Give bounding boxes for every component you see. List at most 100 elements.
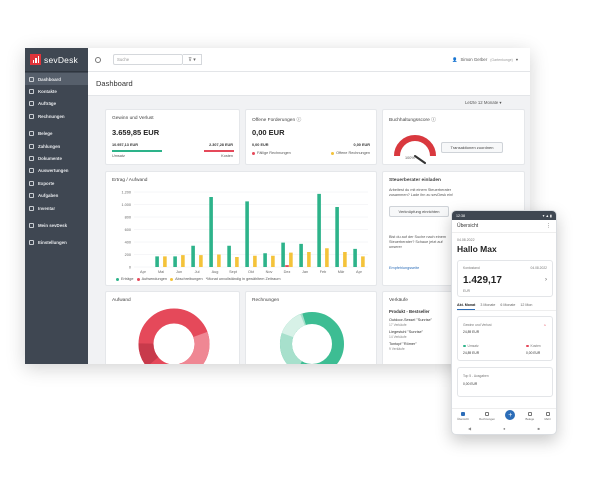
depreciation-bar[interactable] <box>217 254 221 268</box>
chart-legend: Erträge Aufwendungen Abschreibungen *Mon… <box>116 277 280 281</box>
top-expenses-card[interactable]: Top 5 - Ausgaben 0,00 EUR <box>457 367 553 397</box>
depreciation-bar[interactable] <box>199 255 203 267</box>
x-tick-label: Mär <box>338 270 345 274</box>
income-bar[interactable] <box>191 245 195 267</box>
nav-overview[interactable]: Übersicht <box>457 411 469 421</box>
y-tick-label: 800 <box>125 215 131 219</box>
sidebar-item-kontakte[interactable]: Kontakte <box>25 85 88 97</box>
desktop-window: sevDesk Dashboard Kontakte Aufträge Rechnun… <box>25 48 530 364</box>
sidebar-item-mein-sevdesk[interactable]: Mein sevDesk <box>25 219 88 231</box>
sidebar-item-auswertungen[interactable]: Auswertungen <box>25 165 88 177</box>
sidebar-item-zahlungen[interactable]: Zahlungen <box>25 140 88 152</box>
sidebar-item-label: Exporte <box>38 180 55 186</box>
income-bar[interactable] <box>335 207 339 267</box>
more-vert-icon[interactable]: ⋮ <box>546 223 551 229</box>
period-tabs: Akt. Monat 3 Monate 6 Monate 12 Mon <box>457 301 556 311</box>
score-gauge <box>394 135 436 164</box>
income-bar[interactable] <box>227 245 231 267</box>
depreciation-bar[interactable] <box>289 252 293 267</box>
sales-item-name: Liegestuhl "Sunrise" <box>389 330 423 334</box>
expense-bar[interactable] <box>285 265 289 267</box>
tab-12-months[interactable]: 12 Mon <box>520 303 533 307</box>
more-icon <box>545 411 550 416</box>
tab-6-months[interactable]: 6 Monate <box>500 303 516 307</box>
income-bar[interactable] <box>245 201 249 267</box>
chevron-down-icon: ▾ <box>515 56 518 62</box>
tab-current-month[interactable]: Akt. Monat <box>457 301 476 310</box>
sidebar-item-dokumente[interactable]: Dokumente <box>25 152 88 164</box>
depreciation-bar[interactable] <box>271 255 275 267</box>
income-bar[interactable] <box>209 197 213 267</box>
sidebar-item-auftraege[interactable]: Aufträge <box>25 98 88 110</box>
income-bar[interactable] <box>317 193 321 267</box>
income-bar[interactable] <box>299 243 303 267</box>
sidebar-item-label: Dashboard <box>38 76 61 82</box>
nav-receipts[interactable]: Belege <box>526 411 534 421</box>
depreciation-bar[interactable] <box>253 255 257 267</box>
legend-income: Erträge <box>121 277 134 281</box>
depreciation-bar[interactable] <box>325 248 329 267</box>
info-icon[interactable]: ⓘ <box>431 118 436 123</box>
phone-header: Übersicht ⋮ <box>452 220 556 233</box>
filter-dropdown-button[interactable]: ⊽ ▾ <box>183 54 202 65</box>
x-tick-label: Mai <box>158 270 164 274</box>
sidebar-item-dashboard[interactable]: Dashboard <box>25 73 88 86</box>
income-bar[interactable] <box>155 256 159 267</box>
balance-value: 1.429,17 <box>463 275 502 286</box>
profit-title: Gewinn und Verlust <box>112 116 154 121</box>
sidebar-item-einstellungen[interactable]: Einstellungen <box>25 237 88 249</box>
sidebar-item-exporte[interactable]: Exporte <box>25 177 88 189</box>
chart-footnote: *Monat unvollständig in gewähltem Zeitra… <box>205 277 281 281</box>
sidebar-nav: Dashboard Kontakte Aufträge Rechnungen Beleg… <box>25 72 88 249</box>
inventar-icon <box>29 205 34 211</box>
phone-profit-card[interactable]: Gewinn und Verlust 24,89 EUR ◔ Umsatz 24… <box>457 316 553 361</box>
income-bar[interactable] <box>173 256 177 267</box>
tab-3-months[interactable]: 3 Monate <box>480 303 496 307</box>
nav-invoices[interactable]: Rechnungen <box>479 411 495 421</box>
logo[interactable]: sevDesk <box>25 48 88 72</box>
dokumente-icon <box>29 156 34 162</box>
open-claims-title-text: Offene Forderungen <box>252 118 296 123</box>
sidebar-item-rechnungen[interactable]: Rechnungen <box>25 110 88 122</box>
back-icon[interactable]: ◀ <box>468 426 472 431</box>
invite-title: Steuerberater einladen <box>389 178 441 183</box>
income-bar[interactable] <box>353 248 357 267</box>
recommendation-link[interactable]: Empfehlungsseite <box>389 266 420 270</box>
add-button[interactable]: + <box>505 410 516 420</box>
cost-value: 2.307,28 EUR <box>209 143 233 147</box>
depreciation-bar[interactable] <box>181 255 185 267</box>
search-input[interactable]: Suche <box>113 54 183 65</box>
income-bar[interactable] <box>281 242 285 267</box>
info-icon[interactable]: ⓘ <box>296 118 302 123</box>
brand-name: sevDesk <box>44 54 78 65</box>
balance-date: 04.08.2022 <box>530 266 547 270</box>
home-circle-icon[interactable]: ● <box>503 426 506 431</box>
sidebar-item-label: Mein sevDesk <box>38 222 68 228</box>
connect-button[interactable]: Verknüpfung einrichten <box>389 206 449 217</box>
depreciation-bar[interactable] <box>235 257 239 267</box>
chevron-right-icon: › <box>545 277 547 283</box>
period-select[interactable]: Letzte 12 Monate ▾ <box>465 100 502 105</box>
history-icon[interactable] <box>95 56 101 63</box>
user-menu[interactable]: 👤 Simon Gerber (Gartenkunge) ▾ <box>452 57 518 63</box>
trend-icon: ◔ <box>542 323 546 329</box>
depreciation-bar[interactable] <box>163 256 167 267</box>
depreciation-bar[interactable] <box>361 256 365 267</box>
assign-transactions-button[interactable]: Transaktionen zuordnen <box>441 142 503 153</box>
legend-income-swatch <box>116 277 119 281</box>
nav-more[interactable]: Mehr <box>544 411 551 421</box>
y-tick-label: 200 <box>125 253 131 257</box>
aufgaben-icon <box>29 193 34 199</box>
sidebar-item-belege[interactable]: Belege <box>25 128 88 140</box>
legend-depreciation: Abschreibungen <box>175 277 203 281</box>
depreciation-bar[interactable] <box>307 252 311 267</box>
balance-card[interactable]: Kontostand 04.08.2022 1.429,17 EUR › <box>457 260 553 297</box>
depreciation-bar[interactable] <box>343 252 347 267</box>
recents-icon[interactable]: ■ <box>537 426 540 431</box>
income-bar[interactable] <box>263 253 267 267</box>
sales-subtitle: Produkt - Bestseller <box>389 309 430 314</box>
x-tick-label: Okt <box>248 270 255 274</box>
legend-expense: Aufwendungen <box>141 277 167 281</box>
sidebar-item-inventar[interactable]: Inventar <box>25 202 88 214</box>
sidebar-item-aufgaben[interactable]: Aufgaben <box>25 190 88 202</box>
